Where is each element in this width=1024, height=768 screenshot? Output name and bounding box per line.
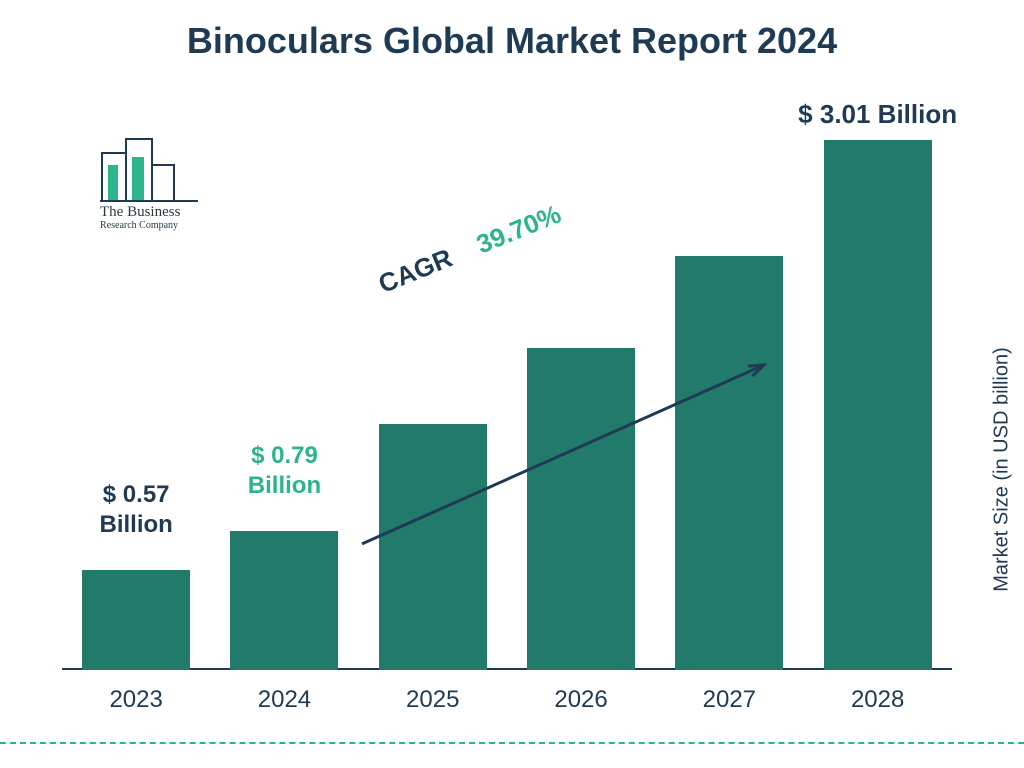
x-tick: 2023 xyxy=(62,686,210,714)
x-tick: 2024 xyxy=(210,686,358,714)
x-tick: 2026 xyxy=(507,686,655,714)
footer-divider xyxy=(0,742,1024,744)
chart-title: Binoculars Global Market Report 2024 xyxy=(0,20,1024,62)
value-label: $ 0.57Billion xyxy=(54,480,218,540)
chart-canvas: Binoculars Global Market Report 2024 The… xyxy=(0,0,1024,768)
x-tick: 2027 xyxy=(655,686,803,714)
x-tick: 2028 xyxy=(804,686,952,714)
x-tick: 2025 xyxy=(359,686,507,714)
y-axis-label: Market Size (in USD billion) xyxy=(991,290,1014,650)
x-axis: 202320242025202620272028 xyxy=(62,686,952,726)
trend-arrow-icon xyxy=(322,146,764,365)
value-label: $ 0.79Billion xyxy=(202,441,366,501)
value-label: $ 3.01 Billion xyxy=(796,98,960,131)
